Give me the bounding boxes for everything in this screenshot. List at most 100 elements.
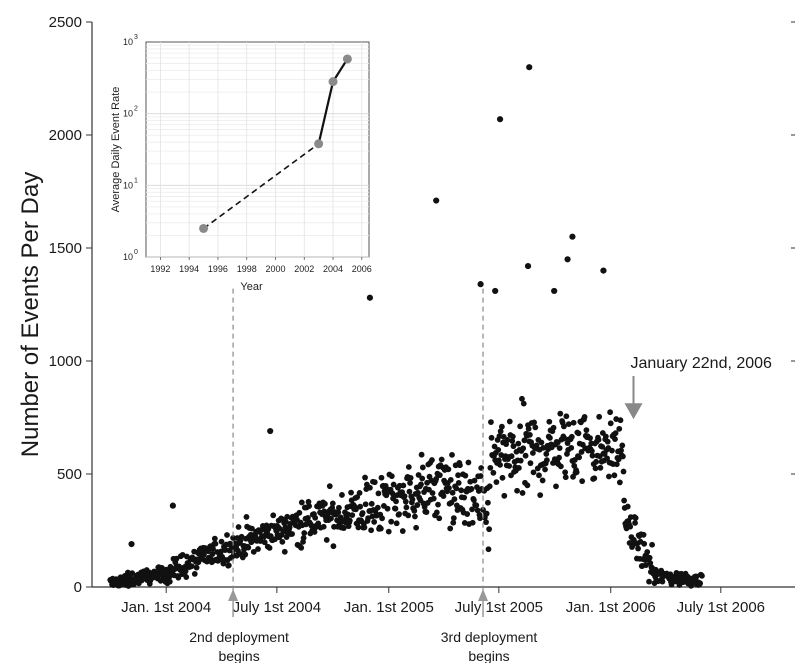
data-point-outlier <box>492 287 499 295</box>
data-point <box>525 425 532 432</box>
data-point <box>374 504 381 511</box>
inset-x-tick-label: 2002 <box>294 264 314 274</box>
data-point <box>469 506 475 513</box>
data-point <box>599 443 606 450</box>
data-point <box>388 473 395 480</box>
data-point <box>407 480 413 486</box>
data-point <box>618 447 624 454</box>
inset-x-tick-label: 2006 <box>352 264 372 274</box>
data-point <box>604 455 610 462</box>
data-point <box>609 447 615 454</box>
data-point <box>388 518 395 525</box>
data-point <box>635 545 641 552</box>
data-point <box>592 465 599 472</box>
data-point <box>557 410 564 417</box>
data-point <box>604 438 611 445</box>
inset-y-tick-label: 10 <box>123 37 133 47</box>
data-point <box>659 578 666 585</box>
x-tick-label: July 1st 2005 <box>455 599 543 616</box>
data-point <box>455 472 461 479</box>
data-point <box>423 509 430 515</box>
data-point <box>368 527 375 534</box>
data-point <box>371 519 378 525</box>
data-point <box>616 425 623 432</box>
data-point <box>547 435 553 441</box>
data-point <box>468 486 475 492</box>
data-point <box>362 501 369 508</box>
data-point-outlier <box>526 64 533 71</box>
data-point <box>499 474 506 481</box>
data-point <box>508 453 515 460</box>
data-point <box>583 427 590 434</box>
data-point <box>412 513 418 520</box>
data-point <box>255 546 261 552</box>
data-point <box>306 503 312 510</box>
data-point <box>497 461 503 468</box>
data-point <box>576 454 583 461</box>
data-point <box>224 532 230 538</box>
y-tick-label: 0 <box>74 579 82 596</box>
data-point <box>532 424 539 431</box>
inset-x-tick-label: 1992 <box>150 264 170 274</box>
data-point <box>450 515 457 521</box>
deployment-annotation-text: begins <box>468 648 509 663</box>
data-point <box>336 504 342 511</box>
data-point <box>506 463 513 469</box>
data-point <box>462 472 469 479</box>
data-point <box>348 489 354 496</box>
data-point <box>568 444 575 451</box>
data-point <box>668 581 675 588</box>
data-point <box>561 435 568 442</box>
data-point <box>640 531 647 538</box>
data-point <box>587 435 593 442</box>
data-point <box>312 514 319 521</box>
data-point <box>484 499 491 506</box>
inset-point <box>328 77 338 87</box>
data-point <box>235 524 242 530</box>
data-point <box>379 515 385 522</box>
data-point <box>403 504 410 511</box>
data-point <box>315 520 322 527</box>
data-point <box>615 456 622 463</box>
inset-x-tick-label: 1998 <box>237 264 257 274</box>
data-point <box>556 454 562 461</box>
data-point <box>426 486 432 493</box>
data-point <box>575 430 582 437</box>
data-point <box>486 483 493 490</box>
data-point <box>322 500 328 507</box>
data-point <box>407 475 414 481</box>
data-point <box>613 461 620 468</box>
data-point <box>411 507 418 514</box>
data-point <box>562 469 569 476</box>
data-point <box>419 475 426 482</box>
data-point <box>409 496 416 503</box>
data-point-outlier <box>169 502 176 509</box>
y-axis-label: Number of Events Per Day <box>17 172 44 457</box>
data-point <box>483 519 489 526</box>
x-tick-label: Jan. 1st 2004 <box>121 599 211 616</box>
data-point <box>488 419 494 425</box>
data-point <box>514 487 520 494</box>
data-point <box>457 462 463 469</box>
data-point <box>243 514 250 520</box>
inset-y-tick-label: 10 <box>123 109 133 119</box>
data-point <box>501 492 508 499</box>
data-point <box>377 525 384 532</box>
data-point <box>167 563 174 570</box>
deployment-annotation-text: 2nd deployment <box>189 629 289 645</box>
data-point <box>621 497 628 504</box>
data-point <box>124 569 131 576</box>
data-point <box>641 540 648 547</box>
inset-x-tick-label: 2000 <box>265 264 285 274</box>
data-point <box>465 459 472 466</box>
scatter-points <box>107 64 705 589</box>
data-point <box>450 519 457 526</box>
data-point <box>515 440 522 447</box>
data-point <box>193 564 200 571</box>
data-point <box>305 498 312 505</box>
data-point <box>620 468 627 475</box>
data-point <box>406 488 413 495</box>
date-annotation-text: January 22nd, 2006 <box>631 355 773 372</box>
data-point <box>527 460 534 467</box>
data-point <box>311 529 318 535</box>
